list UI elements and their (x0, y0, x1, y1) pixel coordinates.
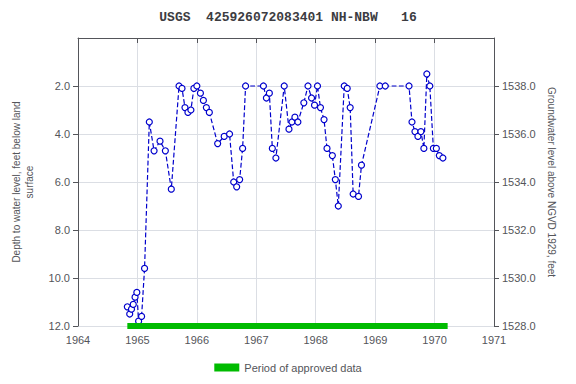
svg-text:Depth to water level, feet bel: Depth to water level, feet below land (11, 101, 22, 262)
svg-text:1966: 1966 (185, 334, 209, 346)
svg-text:1534.0: 1534.0 (502, 176, 536, 188)
svg-text:Groundwater level above NGVD 1: Groundwater level above NGVD 1929, feet (546, 87, 557, 277)
svg-text:1532.0: 1532.0 (502, 224, 536, 236)
svg-text:USGS 425926072083401 NH-NBW: USGS 425926072083401 NH-NBW 16 (159, 10, 417, 25)
svg-text:1971: 1971 (482, 334, 506, 346)
svg-text:Period of approved data: Period of approved data (244, 362, 362, 374)
svg-text:1968: 1968 (303, 334, 327, 346)
svg-text:1536.0: 1536.0 (502, 128, 536, 140)
svg-text:1530.0: 1530.0 (502, 272, 536, 284)
svg-text:2.0: 2.0 (55, 80, 70, 92)
svg-text:1970: 1970 (422, 334, 446, 346)
svg-text:1969: 1969 (363, 334, 387, 346)
svg-text:1528.0: 1528.0 (502, 320, 536, 332)
svg-text:4.0: 4.0 (55, 128, 70, 140)
svg-text:1967: 1967 (244, 334, 268, 346)
svg-text:10.0: 10.0 (49, 272, 70, 284)
svg-text:surface: surface (24, 165, 35, 198)
svg-text:1538.0: 1538.0 (502, 80, 536, 92)
svg-text:1964: 1964 (66, 334, 90, 346)
svg-text:12.0: 12.0 (49, 320, 70, 332)
svg-text:6.0: 6.0 (55, 176, 70, 188)
svg-text:1965: 1965 (125, 334, 149, 346)
svg-text:8.0: 8.0 (55, 224, 70, 236)
